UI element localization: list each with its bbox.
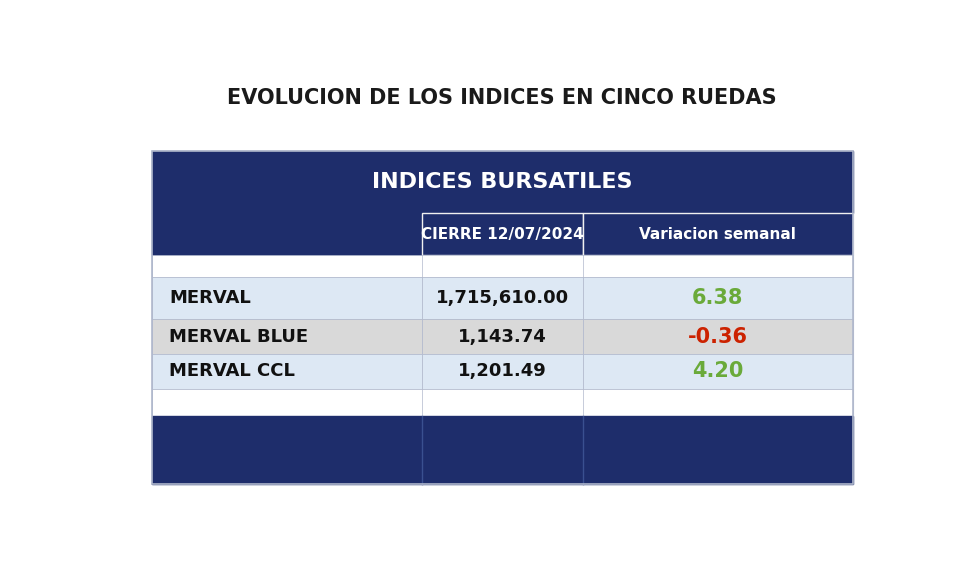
- Bar: [152, 415, 853, 484]
- Text: -0.36: -0.36: [688, 327, 748, 347]
- Text: CIERRE 12/07/2024: CIERRE 12/07/2024: [420, 226, 584, 242]
- Bar: [152, 389, 853, 415]
- Text: MERVAL CCL: MERVAL CCL: [169, 362, 295, 380]
- Bar: [583, 213, 853, 255]
- Text: EVOLUCION DE LOS INDICES EN CINCO RUEDAS: EVOLUCION DE LOS INDICES EN CINCO RUEDAS: [227, 88, 777, 108]
- Text: 1,143.74: 1,143.74: [458, 328, 547, 345]
- Bar: [421, 319, 583, 354]
- Text: INDICES BURSATILES: INDICES BURSATILES: [372, 172, 632, 192]
- Bar: [152, 354, 421, 389]
- Text: MERVAL BLUE: MERVAL BLUE: [169, 328, 308, 345]
- Bar: [152, 255, 853, 277]
- Bar: [152, 213, 421, 255]
- Bar: [583, 277, 853, 319]
- Text: 1,715,610.00: 1,715,610.00: [436, 289, 568, 307]
- Bar: [583, 354, 853, 389]
- Bar: [421, 354, 583, 389]
- Bar: [152, 151, 853, 484]
- Text: 1,201.49: 1,201.49: [458, 362, 547, 380]
- Bar: [583, 319, 853, 354]
- Text: 4.20: 4.20: [692, 361, 744, 381]
- Bar: [152, 319, 421, 354]
- Bar: [152, 277, 421, 319]
- Bar: [152, 151, 853, 484]
- Text: 6.38: 6.38: [692, 288, 744, 308]
- Text: MERVAL: MERVAL: [169, 289, 251, 307]
- Text: Variacion semanal: Variacion semanal: [639, 226, 796, 242]
- Bar: [152, 151, 853, 213]
- Bar: [421, 277, 583, 319]
- Bar: [421, 213, 583, 255]
